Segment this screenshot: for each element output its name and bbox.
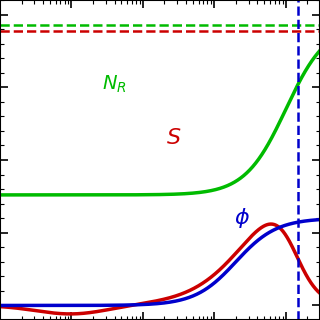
Text: $S$: $S$: [166, 128, 182, 148]
Text: $\phi$: $\phi$: [234, 206, 250, 230]
Text: $N_R$: $N_R$: [102, 74, 127, 95]
